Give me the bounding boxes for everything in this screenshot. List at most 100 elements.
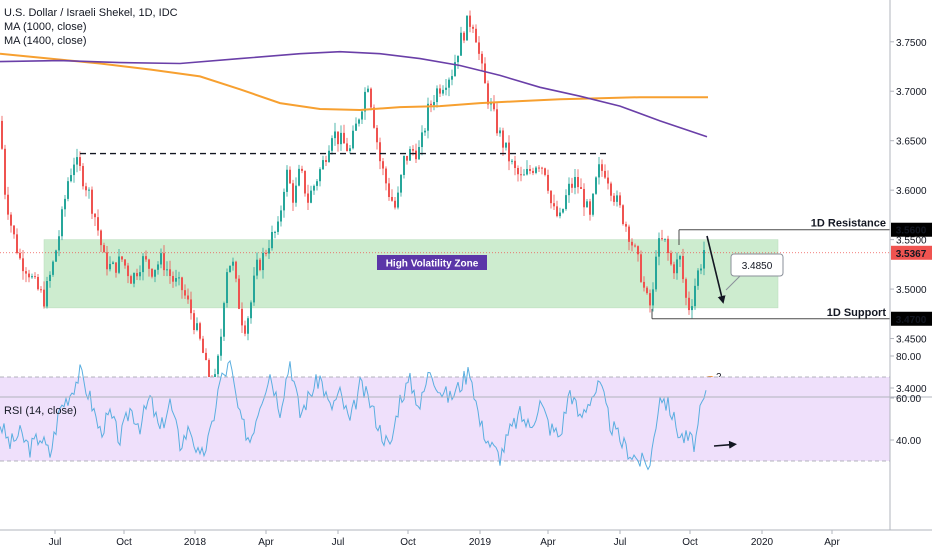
candle-body — [268, 248, 270, 254]
ma1000-line — [0, 52, 708, 112]
candle-body — [520, 174, 522, 176]
candle-body — [118, 256, 120, 273]
candle-body — [187, 295, 189, 300]
candle-body — [64, 198, 66, 210]
target-callout-box — [730, 253, 784, 277]
candle-body — [115, 262, 117, 273]
candle-body — [391, 196, 393, 201]
candle-body — [79, 157, 81, 166]
candle-body — [547, 174, 549, 191]
rsi-line — [0, 359, 707, 471]
candle-body — [28, 273, 30, 278]
candle-body — [400, 174, 402, 193]
candle-body — [196, 323, 198, 331]
candle-body — [349, 148, 351, 152]
candle-body — [667, 238, 669, 254]
candle-body — [568, 183, 570, 196]
candle-body — [511, 160, 513, 162]
candle-body — [658, 238, 660, 257]
candle-body — [166, 269, 168, 271]
time-tick-label: Apr — [824, 537, 840, 548]
candle-body — [235, 261, 237, 279]
rsi-tick-label: 60.00 — [896, 394, 921, 405]
candle-body — [604, 170, 606, 178]
candle-body — [445, 87, 447, 90]
rsi-tick-label: 40.00 — [896, 436, 921, 447]
candle-body — [652, 289, 654, 306]
price-tick-label: 3.6500 — [896, 137, 927, 148]
candle-body — [163, 253, 165, 271]
candle-body — [481, 53, 483, 64]
candle-body — [460, 32, 462, 56]
candle-body — [52, 261, 54, 275]
candle-body — [19, 252, 21, 259]
candle-body — [100, 230, 102, 246]
candle-body — [274, 231, 276, 233]
candle-body — [562, 209, 564, 213]
candle-body — [136, 273, 138, 277]
candle-body — [421, 132, 423, 148]
candle-body — [61, 209, 63, 237]
candle-body — [619, 195, 621, 206]
candle-body — [571, 183, 573, 188]
candle-body — [178, 277, 180, 279]
candle-body — [361, 111, 363, 120]
candle-body — [673, 264, 675, 274]
candle-body — [181, 277, 183, 291]
ma1400-line — [0, 50, 708, 138]
candle-body — [517, 167, 519, 175]
candle-body — [427, 103, 429, 131]
candle-body — [352, 130, 354, 149]
candle-body — [199, 323, 201, 339]
candle-body — [463, 32, 465, 41]
candle-body — [97, 217, 99, 231]
target-value-label: 3.4850 — [742, 261, 773, 272]
rsi-tick-label: 80.00 — [896, 352, 921, 363]
candle-body — [334, 131, 336, 139]
candle-body — [310, 190, 312, 203]
candle-body — [247, 318, 249, 334]
candle-body — [418, 147, 420, 160]
candle-body — [646, 287, 648, 294]
candle-body — [490, 103, 492, 105]
candle-body — [157, 264, 159, 270]
candle-body — [424, 130, 426, 133]
support-price-badge: 3.4700 — [896, 315, 927, 326]
candle-body — [592, 193, 594, 215]
candle-body — [277, 221, 279, 232]
candle-body — [250, 302, 252, 319]
candle-body — [406, 155, 408, 161]
candle-body — [124, 259, 126, 266]
candle-body — [259, 259, 261, 271]
candle-body — [664, 238, 666, 240]
candle-body — [34, 276, 36, 278]
candle-body — [649, 293, 651, 306]
candle-body — [16, 234, 18, 253]
candle-body — [433, 102, 435, 106]
candle-body — [364, 91, 366, 112]
time-tick-label: Oct — [682, 537, 698, 548]
support-price-badge-bg — [891, 311, 932, 326]
candle-body — [376, 127, 378, 143]
candle-body — [1, 120, 3, 149]
target-callout-pointer — [725, 275, 741, 291]
candle-body — [205, 352, 207, 361]
candle-body — [382, 161, 384, 169]
candle-body — [655, 256, 657, 290]
candle-body — [40, 289, 42, 291]
candle-body — [451, 76, 453, 80]
candle-body — [613, 195, 615, 202]
candle-body — [133, 273, 135, 284]
price-down-arrow — [706, 235, 726, 304]
candle-body — [526, 168, 528, 175]
candle-body — [43, 289, 45, 307]
candle-body — [25, 271, 27, 274]
candle-body — [271, 231, 273, 249]
candle-body — [292, 183, 294, 203]
time-tick-label: Jul — [49, 537, 62, 548]
candle-body — [145, 256, 147, 260]
candle-body — [304, 170, 306, 194]
candle-body — [535, 167, 537, 173]
candle-body — [109, 263, 111, 270]
candle-body — [541, 167, 543, 169]
